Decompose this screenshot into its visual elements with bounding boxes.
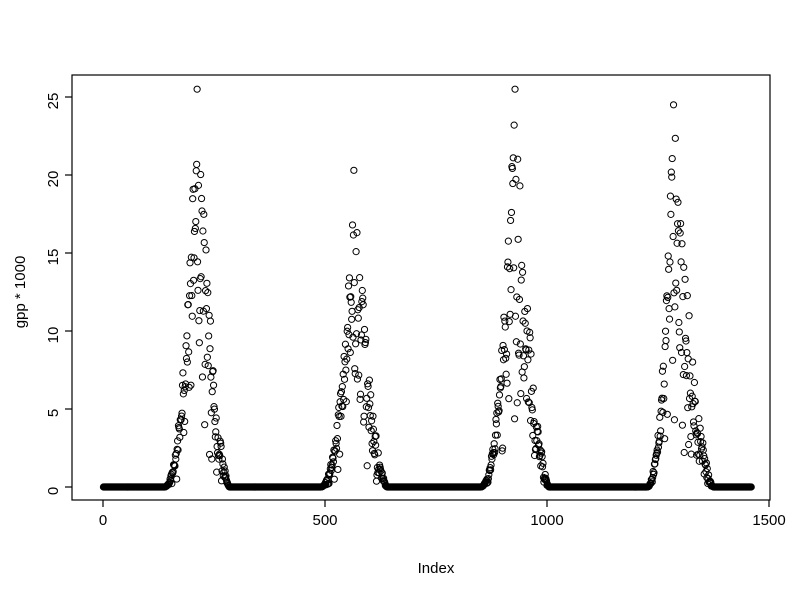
y-axis-label: gpp * 1000 (12, 256, 29, 329)
y-tick-label: 0 (45, 487, 62, 495)
plot-border (71, 74, 771, 501)
x-axis-label: Index (418, 560, 455, 577)
y-tick-label: 5 (45, 409, 62, 417)
data-points-layer (99, 85, 755, 491)
y-tick-label: 15 (45, 249, 62, 266)
x-tick-label: 0 (99, 512, 107, 529)
y-tick-label: 25 (45, 93, 62, 110)
x-tick-label: 1500 (752, 512, 785, 529)
axes-layer: 0 500 1000 1500 0 5 10 15 20 25 (45, 93, 786, 529)
y-tick-label: 10 (45, 327, 62, 344)
x-tick-label: 500 (312, 512, 337, 529)
x-tick-label: 1000 (530, 512, 563, 529)
y-tick-label: 20 (45, 171, 62, 188)
